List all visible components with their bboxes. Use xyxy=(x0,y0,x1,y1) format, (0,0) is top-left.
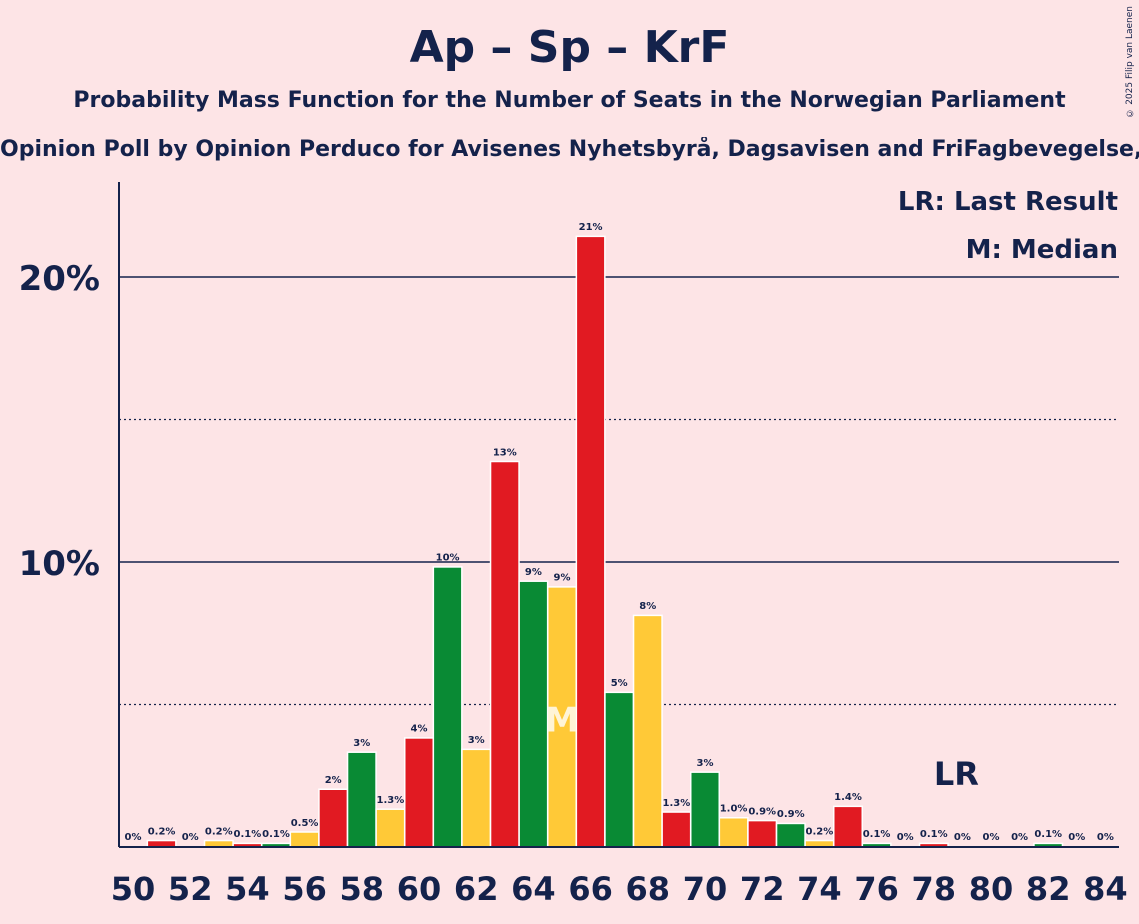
x-tick-label: 70 xyxy=(683,870,728,908)
data-label: 0% xyxy=(1097,832,1114,843)
x-tick-label: 52 xyxy=(168,870,213,908)
y-tick-label: 20% xyxy=(19,259,100,299)
data-label: 9% xyxy=(525,567,542,578)
x-tick-label: 54 xyxy=(225,870,270,908)
legend-last-result: LR: Last Result xyxy=(898,187,1118,217)
data-label: 10% xyxy=(436,553,460,564)
bar-seat-76 xyxy=(863,844,891,847)
bar-seat-60 xyxy=(405,738,433,847)
bar-seat-66 xyxy=(577,237,605,848)
poll-source: Opinion Poll by Opinion Perduco for Avis… xyxy=(0,137,1139,162)
data-label: 0% xyxy=(897,832,914,843)
bar-seat-53 xyxy=(205,841,233,847)
legend-bg xyxy=(930,182,1125,216)
data-label: 1.3% xyxy=(663,798,691,809)
bar-seat-73 xyxy=(777,824,805,847)
data-label: 0% xyxy=(1068,832,1085,843)
data-label: 0.1% xyxy=(920,829,948,840)
y-tick-label: 10% xyxy=(19,544,100,584)
data-label: 3% xyxy=(468,735,485,746)
data-label: 0.2% xyxy=(205,826,233,837)
bar-seat-67 xyxy=(605,693,633,847)
bar-seat-65 xyxy=(548,587,576,847)
data-label: 2% xyxy=(325,775,342,786)
bar-seat-62 xyxy=(462,750,490,847)
data-label: 1.4% xyxy=(834,792,862,803)
x-tick-label: 66 xyxy=(568,870,613,908)
data-label: 4% xyxy=(411,724,428,735)
x-tick-label: 50 xyxy=(111,870,156,908)
bar-seat-78 xyxy=(920,844,948,847)
median-marker: M xyxy=(545,701,579,741)
bar-seat-59 xyxy=(376,809,404,847)
bar-seat-74 xyxy=(805,841,833,847)
data-label: 0.5% xyxy=(291,818,319,829)
data-label: 21% xyxy=(579,222,603,233)
bar-seat-56 xyxy=(291,832,319,847)
last-result-marker: LR xyxy=(934,755,979,793)
bar-seat-70 xyxy=(691,772,719,847)
chart-title: Ap – Sp – KrF xyxy=(409,22,730,73)
bar-seat-75 xyxy=(834,807,862,847)
data-label: 0% xyxy=(983,832,1000,843)
x-tick-label: 60 xyxy=(397,870,442,908)
data-label: 0% xyxy=(1011,832,1028,843)
bar-seat-63 xyxy=(491,462,519,847)
bar-seat-82 xyxy=(1034,844,1062,847)
bar-seat-54 xyxy=(233,844,261,847)
data-label: 0.1% xyxy=(1034,829,1062,840)
data-label: 0.2% xyxy=(148,826,176,837)
data-label: 0% xyxy=(954,832,971,843)
x-tick-label: 56 xyxy=(282,870,327,908)
bar-seat-58 xyxy=(348,752,376,847)
data-label: 0% xyxy=(125,832,142,843)
legend-median: M: Median xyxy=(966,235,1118,265)
bar-seat-55 xyxy=(262,844,290,847)
data-label: 1.0% xyxy=(720,804,748,815)
data-label: 3% xyxy=(353,738,370,749)
bar-seat-68 xyxy=(634,616,662,847)
data-label: 5% xyxy=(611,678,628,689)
data-label: 9% xyxy=(554,573,571,584)
data-label: 0.1% xyxy=(262,829,290,840)
bar-seat-51 xyxy=(148,841,176,847)
x-tick-label: 84 xyxy=(1083,870,1128,908)
x-tick-label: 78 xyxy=(912,870,957,908)
bar-seat-64 xyxy=(519,581,547,847)
data-label: 3% xyxy=(697,758,714,769)
x-tick-label: 76 xyxy=(854,870,899,908)
x-tick-label: 58 xyxy=(340,870,385,908)
x-tick-label: 74 xyxy=(797,870,842,908)
data-label: 0.2% xyxy=(806,826,834,837)
chart-subtitle: Probability Mass Function for the Number… xyxy=(73,88,1066,113)
data-label: 0.1% xyxy=(234,829,262,840)
x-tick-label: 64 xyxy=(511,870,556,908)
x-tick-label: 72 xyxy=(740,870,785,908)
x-tick-label: 80 xyxy=(969,870,1014,908)
bar-seat-69 xyxy=(662,812,690,847)
data-label: 0% xyxy=(182,832,199,843)
legend-bg xyxy=(975,230,1125,264)
x-tick-label: 82 xyxy=(1026,870,1071,908)
bar-seat-57 xyxy=(319,790,347,847)
x-tick-label: 68 xyxy=(626,870,671,908)
x-tick-label: 62 xyxy=(454,870,499,908)
bar-seat-61 xyxy=(434,567,462,847)
data-label: 1.3% xyxy=(377,795,405,806)
data-label: 8% xyxy=(639,601,656,612)
data-label: 0.1% xyxy=(863,829,891,840)
bar-seat-72 xyxy=(748,821,776,847)
data-label: 0.9% xyxy=(748,806,776,817)
bar-seat-71 xyxy=(720,818,748,847)
data-label: 0.9% xyxy=(777,809,805,820)
data-label: 13% xyxy=(493,447,517,458)
